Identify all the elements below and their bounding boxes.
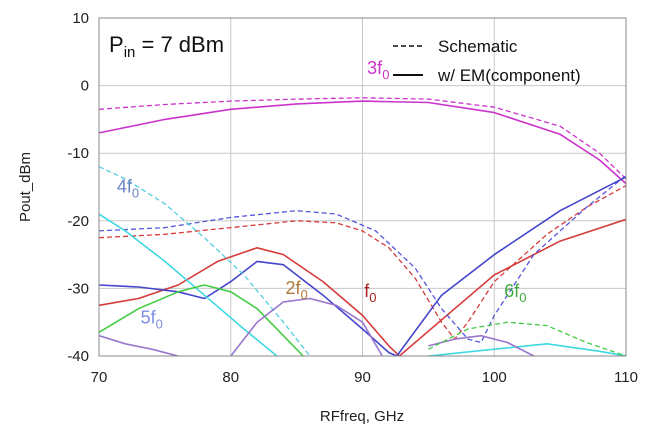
series-line-12 [428, 334, 535, 356]
harmonic-label-sub: 0 [382, 67, 389, 82]
x-tick-label: 70 [91, 369, 108, 386]
grid-lines [99, 18, 626, 356]
series-line-6 [99, 166, 311, 356]
x-axis-label: RFfreq, GHz [320, 408, 404, 425]
series-line-0 [99, 97, 626, 180]
y-tick-label: -30 [67, 280, 89, 297]
harmonic-label: f0 [364, 281, 376, 305]
harmonic-label-base: 2f [286, 278, 302, 298]
condition-label: Pin = 7 dBm [109, 32, 224, 61]
x-tick-label: 110 [614, 369, 638, 386]
series-line-1 [99, 100, 626, 185]
x-tick-label: 100 [482, 369, 507, 386]
condition-sub: in [124, 44, 136, 61]
legend-label-schematic: Schematic [438, 37, 518, 56]
series-line-4 [99, 174, 626, 344]
harmonic-label-base: 3f [367, 58, 383, 78]
harmonic-label-sub: 0 [156, 317, 163, 332]
series-line-11 [230, 297, 383, 356]
harmonic-label-base: f [364, 281, 370, 301]
x-tick-label: 90 [354, 369, 371, 386]
series-line-3 [99, 218, 626, 356]
series-line-9 [99, 284, 304, 356]
harmonic-label-sub: 0 [519, 290, 526, 305]
harmonic-label: 4f0 [117, 176, 139, 200]
series-line-2 [99, 185, 626, 340]
harmonic-label-base: 6f [504, 281, 520, 301]
series-line-7 [99, 213, 278, 356]
harmonic-label: 6f0 [504, 281, 526, 305]
harmonic-label-sub: 0 [301, 287, 308, 302]
y-axis-label: Pout_dBm [17, 152, 34, 222]
series-line-13 [428, 321, 626, 356]
harmonic-label-base: 5f [141, 308, 157, 328]
condition-rest: = 7 dBm [135, 32, 224, 57]
y-tick-label: -20 [67, 213, 89, 230]
x-tick-label: 80 [222, 369, 239, 386]
series-line-8 [428, 343, 626, 356]
legend-label-em: w/ EM(component) [437, 66, 581, 85]
harmonic-label-sub: 0 [132, 185, 139, 200]
plot-frame [98, 17, 627, 357]
series-line-10 [99, 334, 179, 356]
harmonic-label: 5f0 [141, 308, 163, 332]
y-tick-label: 10 [72, 10, 89, 27]
harmonic-label-base: 4f [117, 176, 133, 196]
series-lines [99, 97, 626, 356]
harmonic-label: 3f0 [367, 58, 389, 82]
y-tick-label: -40 [67, 348, 89, 365]
y-tick-label: -10 [67, 145, 89, 162]
harmonic-label-sub: 0 [369, 290, 376, 305]
legend: Schematic w/ EM(component) [393, 37, 581, 85]
y-tick-label: 0 [81, 78, 89, 95]
condition-p: P [109, 32, 124, 57]
series-line-5 [99, 176, 626, 356]
harmonic-label: 2f0 [286, 278, 308, 302]
